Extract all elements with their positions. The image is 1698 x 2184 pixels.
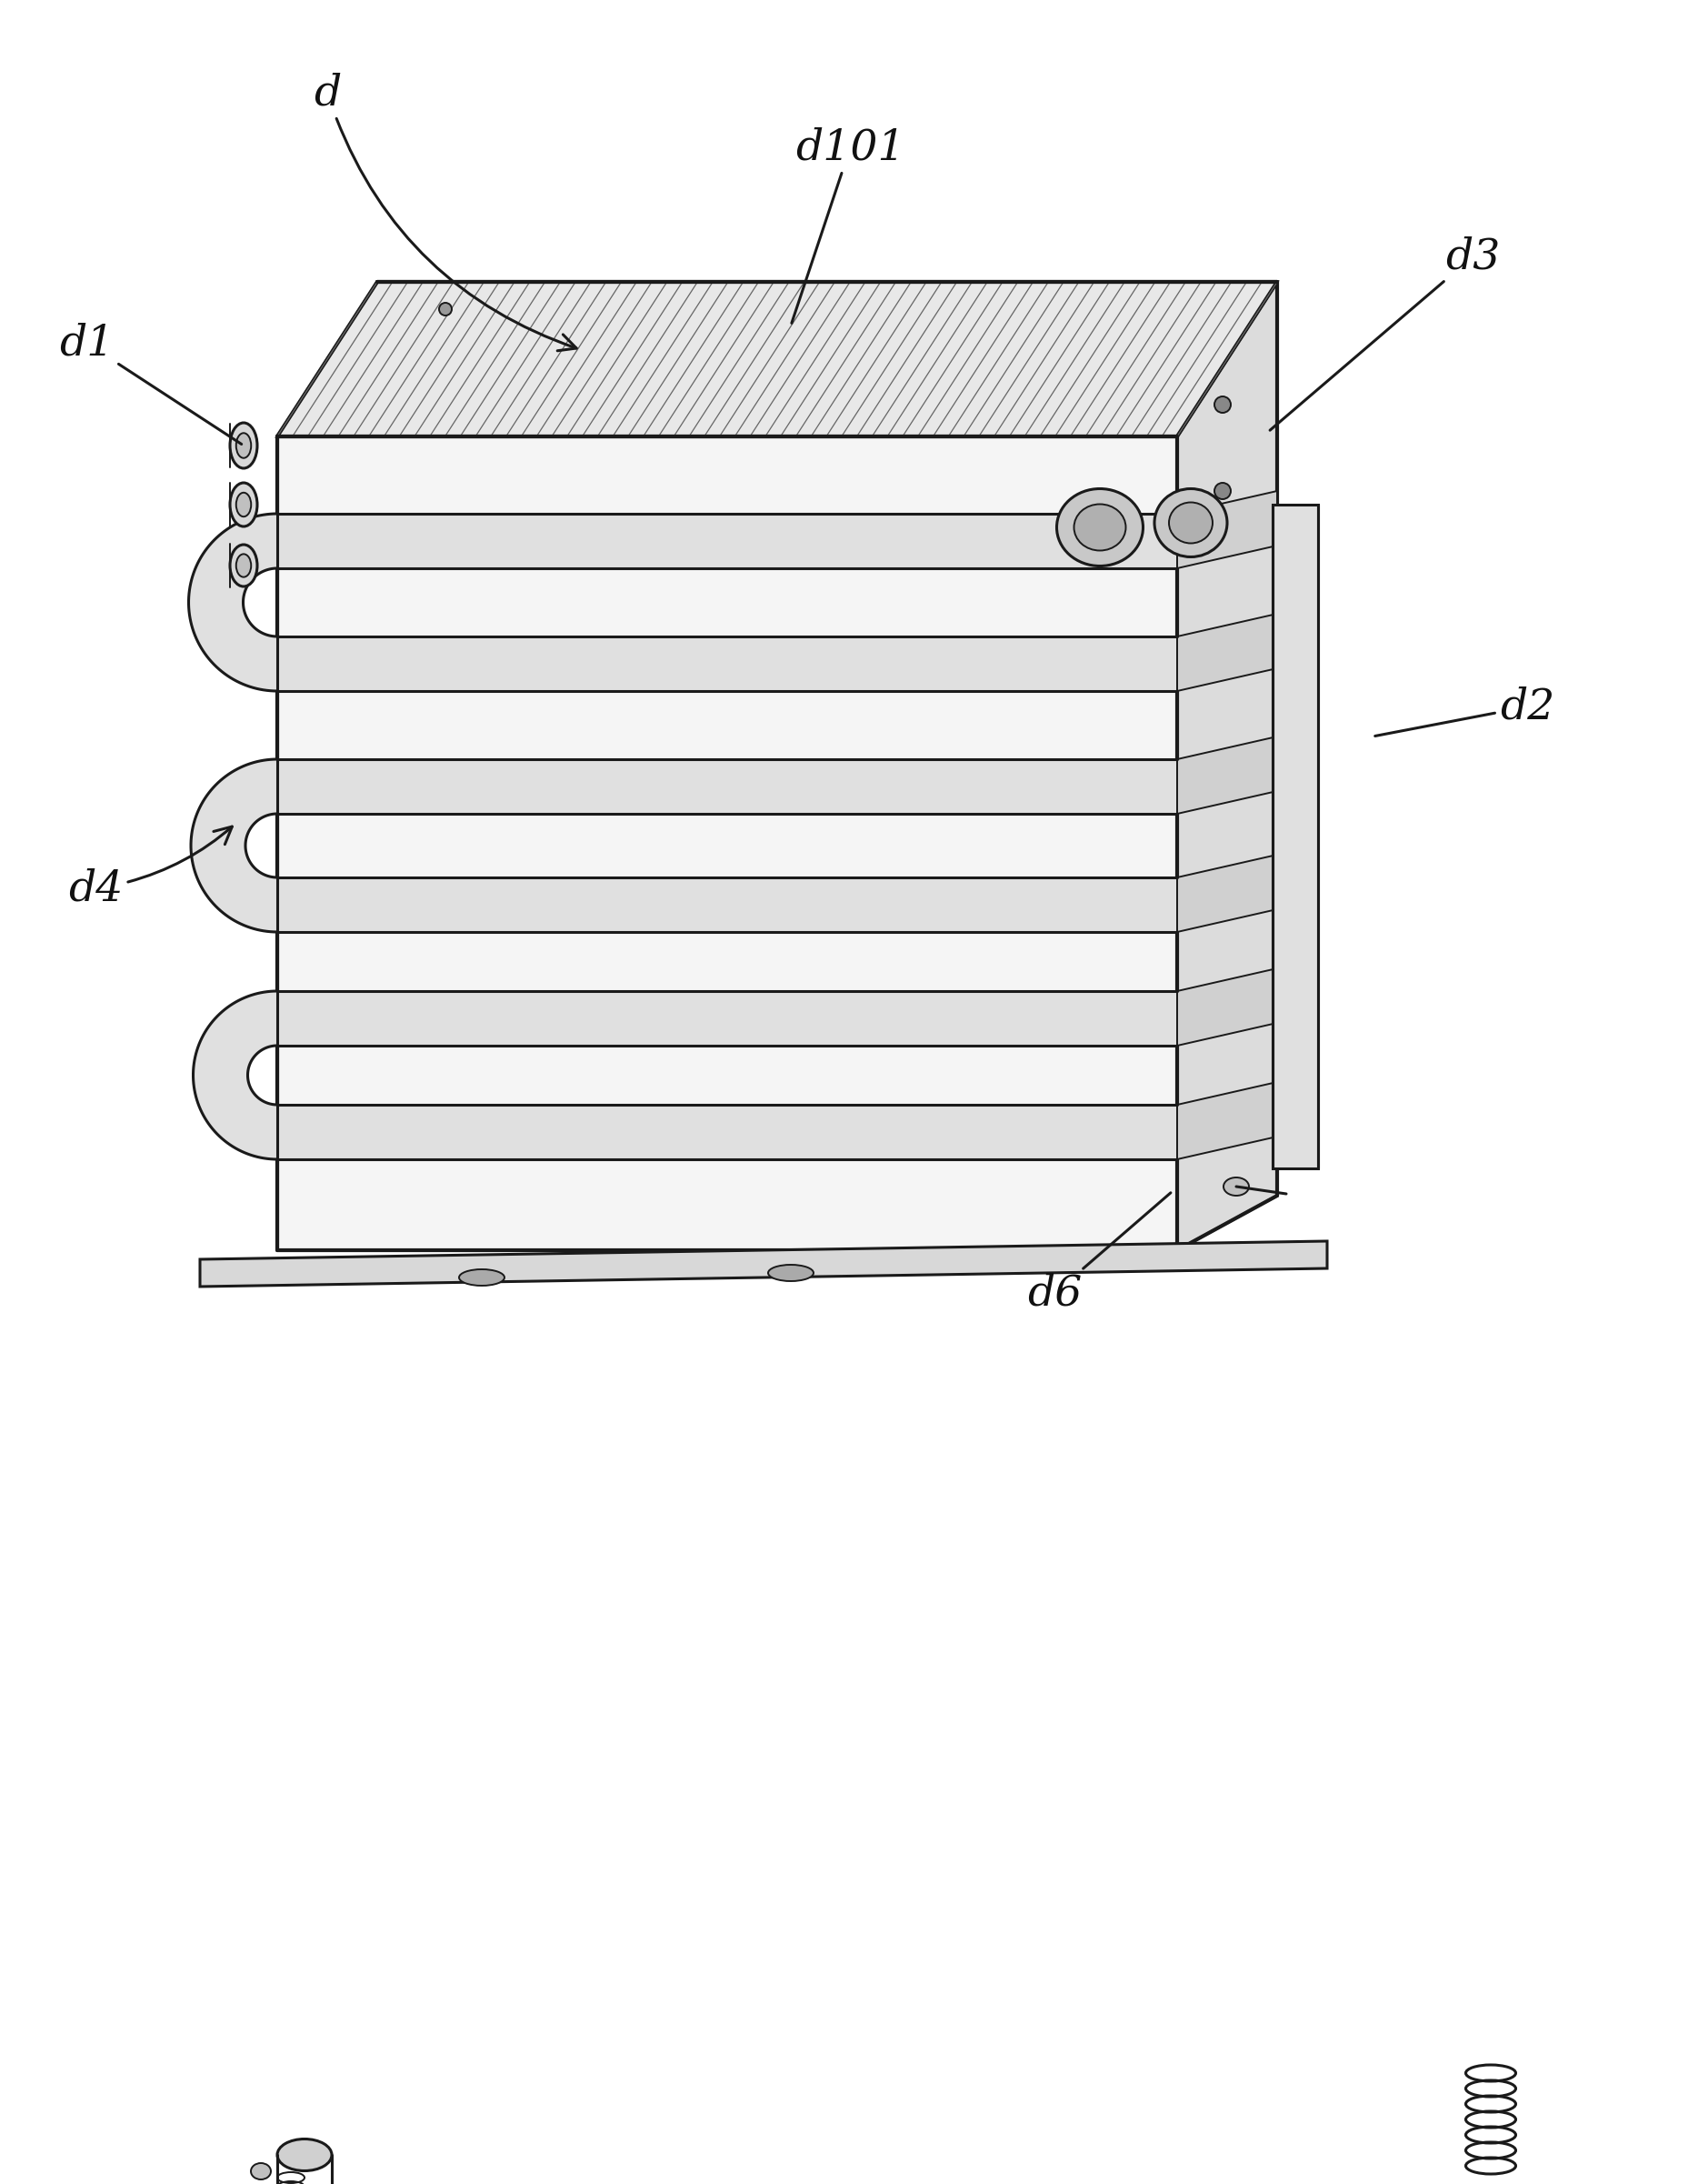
Polygon shape [277, 878, 1177, 933]
Polygon shape [200, 1241, 1328, 1286]
Ellipse shape [277, 2138, 331, 2171]
Text: d101: d101 [791, 127, 905, 323]
Ellipse shape [1056, 489, 1143, 566]
Ellipse shape [1168, 502, 1212, 544]
Polygon shape [194, 992, 277, 1160]
Polygon shape [1177, 282, 1277, 1249]
Circle shape [1214, 397, 1231, 413]
Circle shape [440, 304, 452, 314]
Ellipse shape [1155, 489, 1228, 557]
Ellipse shape [229, 483, 256, 526]
Polygon shape [1177, 614, 1277, 690]
Ellipse shape [1073, 505, 1126, 550]
Polygon shape [277, 760, 1177, 815]
Polygon shape [1177, 968, 1277, 1046]
Ellipse shape [458, 1269, 504, 1286]
Polygon shape [277, 437, 1177, 1249]
Polygon shape [1272, 505, 1318, 1168]
Polygon shape [277, 1105, 1177, 1160]
Ellipse shape [251, 2162, 272, 2180]
Polygon shape [1177, 1081, 1277, 1160]
Polygon shape [1177, 736, 1277, 815]
Ellipse shape [1224, 1177, 1250, 1195]
Polygon shape [277, 636, 1177, 690]
Ellipse shape [236, 494, 251, 518]
Ellipse shape [236, 432, 251, 459]
Polygon shape [1177, 491, 1277, 568]
Ellipse shape [229, 424, 256, 467]
Text: d: d [314, 72, 576, 352]
Circle shape [1214, 483, 1231, 500]
Polygon shape [277, 513, 1177, 568]
Polygon shape [188, 513, 277, 690]
Ellipse shape [229, 544, 256, 587]
Text: d3: d3 [1270, 236, 1499, 430]
Text: d6: d6 [1027, 1192, 1170, 1315]
Ellipse shape [236, 555, 251, 577]
Polygon shape [277, 992, 1177, 1046]
Text: d4: d4 [68, 826, 233, 909]
Text: d1: d1 [59, 323, 241, 443]
Ellipse shape [767, 1265, 813, 1282]
Text: d2: d2 [1375, 686, 1555, 736]
Polygon shape [1177, 854, 1277, 933]
Polygon shape [190, 760, 277, 933]
Polygon shape [277, 282, 1277, 437]
